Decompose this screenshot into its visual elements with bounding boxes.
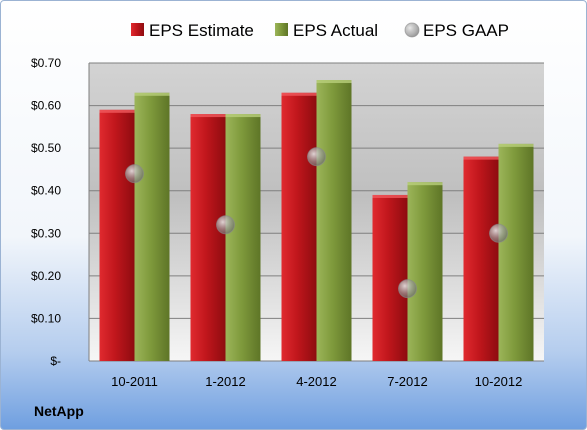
actual-bar-top — [407, 182, 443, 186]
y-tick-label: $0.70 — [31, 56, 61, 70]
estimate-bar-top — [372, 194, 408, 198]
estimate-bar — [372, 194, 408, 361]
gaap-marker — [216, 215, 235, 235]
actual-bar-top — [498, 143, 534, 147]
estimate-bar-top — [281, 92, 317, 96]
gaap-marker — [125, 164, 144, 184]
x-tick-label: 10-2012 — [475, 374, 523, 389]
actual-bar-top — [134, 92, 170, 96]
estimate-bar-top — [190, 114, 226, 118]
actual-bar-top — [316, 80, 352, 84]
actual-bar — [498, 143, 534, 361]
y-tick-label: $0.20 — [31, 269, 61, 283]
y-tick-label: $0.60 — [31, 99, 61, 113]
x-tick-label: 1-2012 — [205, 374, 245, 389]
y-tick-label: $- — [50, 354, 61, 368]
actual-bar-top — [225, 114, 261, 118]
y-tick-label: $0.40 — [31, 184, 61, 198]
gaap-marker — [489, 223, 508, 243]
legend-label: EPS Actual — [293, 21, 378, 40]
y-tick-label: $0.10 — [31, 311, 61, 325]
estimate-bar — [190, 114, 226, 361]
x-tick-label: 10-2011 — [111, 374, 158, 389]
estimate-bar-top — [99, 109, 135, 113]
actual-bar — [316, 80, 352, 362]
legend-label: EPS Estimate — [149, 21, 254, 40]
actual-bar — [407, 182, 443, 361]
legend-swatch-estimate — [131, 23, 144, 36]
company-label: NetApp — [34, 403, 84, 419]
estimate-bar — [99, 109, 135, 361]
estimate-bar-top — [463, 156, 499, 160]
actual-bar — [134, 92, 170, 362]
estimate-bar — [463, 156, 499, 361]
estimate-bar — [281, 92, 317, 362]
x-tick-label: 7-2012 — [387, 374, 427, 389]
legend-swatch-gaap — [404, 22, 420, 38]
actual-bar — [225, 114, 261, 361]
legend-label: EPS GAAP — [423, 21, 509, 40]
y-tick-label: $0.50 — [31, 141, 61, 155]
gaap-marker — [398, 279, 417, 299]
legend-swatch-actual — [275, 23, 288, 36]
y-tick-label: $0.30 — [31, 226, 61, 240]
x-tick-label: 4-2012 — [296, 374, 336, 389]
gaap-marker — [307, 147, 326, 167]
